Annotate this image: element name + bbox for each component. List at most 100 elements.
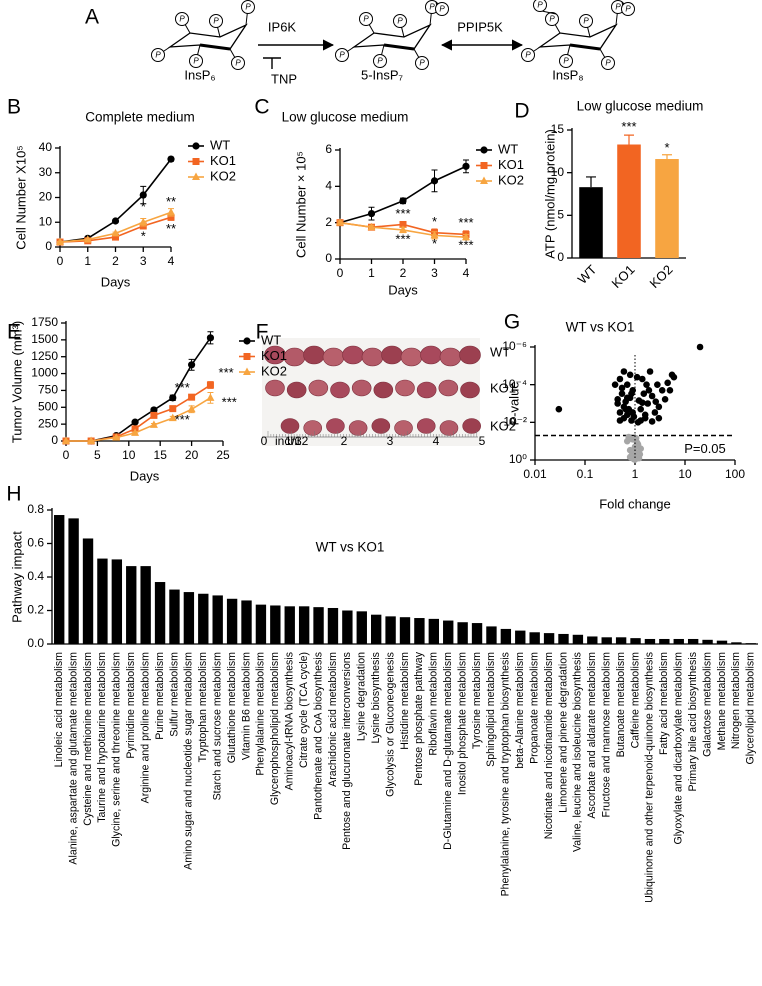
bar [313, 607, 324, 644]
annotation: *** [458, 238, 473, 253]
y-tick-label: 0 [51, 433, 58, 447]
x-tick-label: 4 [463, 266, 470, 280]
enzyme-label: IP6K [268, 19, 297, 34]
x-tick-label: Alanine, aspartate and glutamate metabol… [67, 652, 79, 865]
data-point [336, 218, 344, 226]
bar [673, 638, 684, 644]
bar [54, 515, 65, 644]
y-tick-label: 0 [557, 250, 564, 264]
y-tick-label: 0.2 [27, 603, 44, 617]
bar [543, 633, 555, 644]
inhibitor-label: TNP [271, 71, 297, 86]
data-point [639, 375, 646, 383]
data-point [664, 379, 671, 387]
x-tick-label: Riboflavin metabolism [428, 652, 440, 756]
phosphate-label: P [439, 5, 445, 14]
x-tick-label: Tryptophan metabolism [197, 652, 209, 762]
chart-title: Low glucose medium [577, 99, 704, 114]
bar [126, 566, 137, 644]
y-tick-label: 30 [39, 165, 53, 179]
panel-label: H [6, 483, 21, 506]
data-point [167, 213, 175, 221]
bar [587, 636, 598, 644]
data-point [639, 399, 646, 406]
panel-label: B [7, 96, 21, 119]
tumor [439, 347, 462, 367]
data-point [623, 411, 631, 419]
data-point [641, 411, 649, 419]
x-tick-label: Cysteine and methionine metabolism [82, 652, 94, 826]
x-tick-label: Pantothenate and CoA biosynthesis [312, 652, 324, 820]
phosphate-label: P [537, 1, 543, 10]
x-tick-label: Vitamin B6 metabolism [240, 652, 252, 760]
x-axis-label: Days [101, 274, 131, 289]
data-point [626, 453, 634, 461]
bar [140, 566, 151, 644]
chart-title: WT vs KO1 [566, 320, 635, 335]
legend-label: KO1 [261, 348, 287, 363]
tumor [416, 381, 437, 399]
data-point [56, 237, 64, 246]
x-axis-label: Fold change [599, 496, 671, 511]
tumor [308, 379, 329, 397]
panel-label: G [504, 311, 520, 334]
data-point [645, 387, 653, 394]
data-point [150, 411, 158, 419]
data-point [654, 381, 661, 388]
x-tick-label: 10 [122, 448, 136, 462]
phosphate-label: P [155, 51, 161, 60]
phosphate [175, 12, 189, 26]
phosphate-label: P [213, 17, 219, 26]
ruler-label: 5 [479, 434, 486, 448]
annotation: ** [166, 194, 176, 209]
y-axis-label: Cell Number X10⁵ [13, 145, 28, 249]
ruler-label: 4 [433, 434, 440, 448]
tumor [371, 418, 391, 434]
bar [370, 614, 382, 644]
data-point [111, 228, 120, 237]
bar [414, 618, 425, 644]
annotation: *** [175, 412, 190, 427]
panel-label: C [254, 96, 269, 119]
phosphate-label: P [549, 15, 555, 24]
tumor [462, 418, 481, 434]
x-tick-label: Valine, leucine and isoleucine biosynthe… [572, 652, 584, 852]
legend-marker [243, 337, 251, 345]
phosphate [533, 0, 547, 12]
x-tick-label: Glycerolipid metabolism [745, 652, 757, 765]
phosphate-label: P [615, 3, 621, 12]
bar [97, 558, 108, 644]
y-tick-label: 40 [39, 140, 53, 154]
x-tick-label: 1 [84, 254, 91, 268]
annotation: * [664, 140, 669, 155]
data-point [666, 387, 674, 394]
data-point [631, 456, 639, 463]
chart-title: Low glucose medium [282, 110, 409, 125]
legend-marker [192, 158, 200, 165]
annotation: *** [395, 206, 410, 221]
tumor [395, 379, 415, 397]
tumor [394, 420, 413, 436]
x-tick-label: Propanoate metabolism [528, 652, 540, 764]
annotation: * [141, 199, 146, 214]
legend-marker [192, 172, 200, 180]
x-tick-label: Limonene and pinene degradation [557, 652, 569, 813]
bar [385, 616, 396, 644]
x-tick-label: Fructose and mannose metabolism [601, 652, 613, 818]
bar [443, 620, 454, 644]
error-bar [662, 154, 672, 160]
threshold-label: P=0.05 [684, 441, 726, 456]
y-tick-label: 10⁰ [509, 452, 527, 466]
data-point [614, 396, 621, 403]
data-point [655, 403, 663, 411]
legend-marker [243, 353, 251, 360]
phosphate [621, 2, 635, 16]
compound-label: InsP₈ [552, 67, 583, 82]
data-point [625, 433, 633, 441]
bar [212, 595, 223, 644]
phosphate [435, 2, 449, 16]
x-tick-label: Taurine and hypotaurine metabolism [96, 652, 108, 823]
x-tick-label: Ascorbate and aldarate metabolism [586, 652, 598, 819]
tumor [348, 420, 368, 436]
data-point [661, 396, 669, 403]
